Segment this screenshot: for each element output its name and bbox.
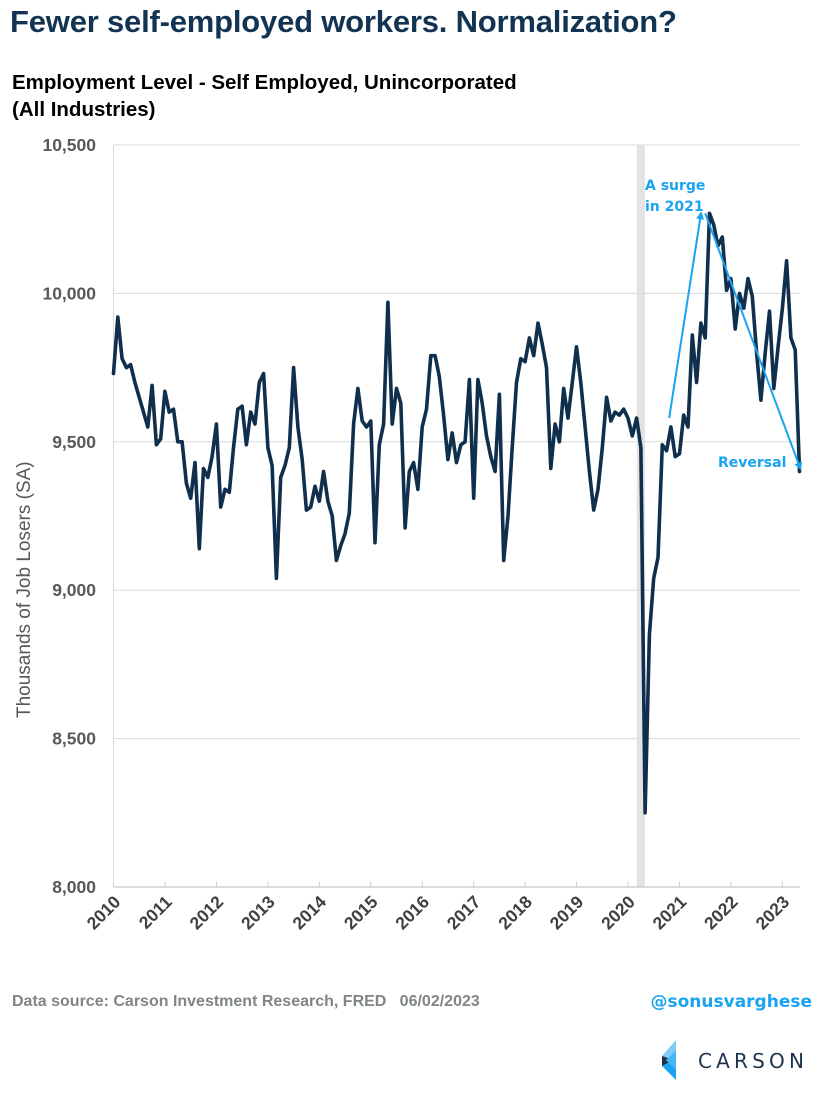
x-tick-label: 2022 [700, 892, 742, 934]
data-source-note: Data source: Carson Investment Research,… [12, 993, 480, 1010]
chart-subtitle: Employment Level - Self Employed, Uninco… [12, 69, 517, 123]
surge-arrow [668, 211, 705, 419]
annotations: A surge in 2021 Reversal [645, 178, 803, 471]
carson-logo-icon [662, 1040, 676, 1080]
x-tick-label: 2019 [546, 892, 588, 934]
annotation-surge-label-2: in 2021 [645, 199, 704, 215]
carson-logo-text: CARSON [698, 1049, 809, 1073]
y-axis: 8,000 8,500 9,000 9,500 10,000 10,500 [42, 135, 114, 897]
series-group [111, 211, 802, 815]
x-tick-label: 2016 [391, 892, 433, 934]
gridlines [113, 144, 800, 888]
y-tick-label: 8,000 [52, 877, 96, 897]
x-tick-label: 2018 [494, 892, 536, 934]
x-tick-label: 2015 [340, 892, 382, 934]
x-tick-label: 2020 [597, 892, 639, 934]
y-tick-label: 8,500 [52, 729, 96, 749]
x-tick-label: 2021 [649, 892, 691, 934]
annotation-surge-label: A surge [645, 178, 705, 194]
y-tick-label: 9,500 [52, 432, 96, 452]
chart-title: Fewer self-employed workers. Normalizati… [10, 4, 677, 39]
annotation-reversal-label: Reversal [718, 455, 786, 471]
x-tick-label: 2013 [237, 892, 279, 934]
y-tick-label: 10,000 [42, 283, 96, 303]
x-tick-label: 2023 [752, 892, 794, 934]
y-tick-label: 9,000 [52, 580, 96, 600]
x-tick-label: 2011 [135, 891, 176, 932]
series-line [111, 211, 802, 815]
y-tick-label: 10,500 [42, 135, 96, 155]
x-tick-label: 2012 [186, 892, 228, 934]
twitter-handle[interactable]: @sonusvarghese [650, 992, 812, 1012]
x-tick-label: 2014 [288, 892, 330, 934]
x-tick-label: 2017 [443, 892, 485, 934]
x-tick-label: 2010 [83, 892, 125, 934]
reversal-arrow [704, 212, 803, 471]
subtitle-line-2: (All Industries) [12, 98, 156, 121]
y-axis-label: Thousands of Job Losers (SA) [14, 461, 35, 718]
x-axis: 2010 2011 2012 2013 2014 2015 2016 2017 2018 2019… [83, 881, 800, 933]
carson-logo: CARSON [662, 1040, 822, 1080]
subtitle-line-1: Employment Level - Self Employed, Uninco… [12, 71, 517, 94]
